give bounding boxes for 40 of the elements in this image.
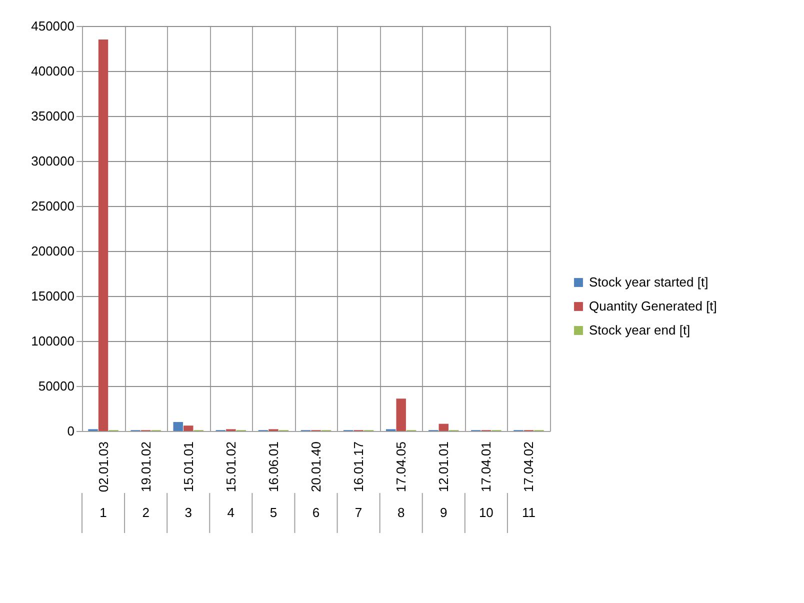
y-tick-label: 400000 [31,64,74,78]
text: 4 [227,505,235,520]
y-tick-label: 0 [67,424,74,438]
x-tick-label: 02.01.03 [96,442,111,492]
bar [396,398,406,431]
y-tick-label: 100000 [31,334,74,348]
y-tick-label: 250000 [31,198,74,214]
y-tick-label: 300000 [31,154,74,168]
bar [438,424,449,431]
y-tick-label: 200000 [31,244,74,258]
text: 11 [522,505,536,520]
x-tick-label: 16.01.17 [351,442,366,492]
x-tick-label: 17.04.02 [521,442,536,492]
text: 9 [440,505,448,520]
x-tick-label: 19.01.02 [138,442,154,492]
y-tick-label: 50000 [38,378,74,394]
x-tick-label: 15.01.01 [180,442,196,492]
x-tick-label: 15.01.02 [223,442,238,492]
y-tick-label: 150000 [31,288,74,304]
bar [173,422,183,431]
bar [98,40,108,431]
x-tick-label: 17.04.01 [478,442,494,492]
text: 10 [478,505,494,520]
x-tick-label: 17.04.05 [394,442,409,492]
y-tick-label: 350000 [31,108,74,124]
x-tick-label: 16.06.01 [266,442,281,492]
text: 6 [312,505,320,520]
legend-label: Stock year started [t] [589,274,708,290]
text: 2 [142,505,150,520]
y-tick-label: 450000 [31,18,74,34]
x-tick-label: 20.01.40 [308,442,324,492]
text: 8 [397,505,405,520]
legend-label: Stock year end [t] [589,322,690,338]
text: 5 [270,505,278,520]
text: 3 [184,505,192,520]
bar [183,426,194,431]
text: 1 [100,505,107,520]
x-tick-label: 12.01.01 [436,442,452,492]
text: 7 [354,505,362,520]
legend-label: Quantity Generated [t] [589,298,717,314]
